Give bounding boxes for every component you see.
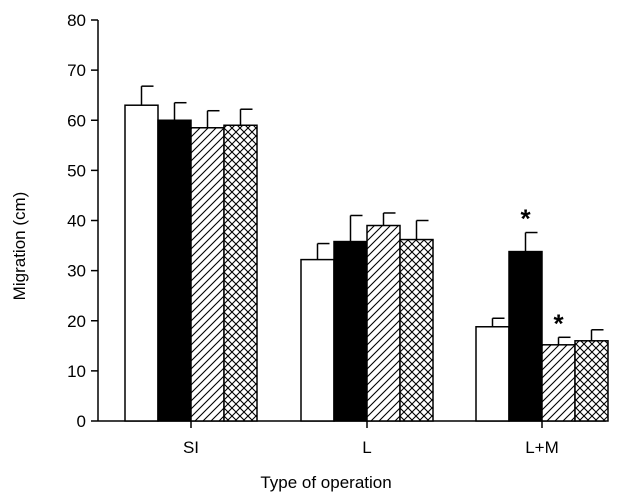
y-tick-label: 60: [67, 111, 86, 130]
bars: [124, 85, 609, 422]
y-axis: 0 10 20 30 40 50 60 70 80: [67, 11, 99, 431]
bar: [541, 344, 576, 422]
bar: [366, 224, 401, 422]
bar: [399, 238, 434, 422]
bar: [574, 340, 609, 422]
bar: [190, 127, 225, 422]
bar: [508, 250, 543, 422]
y-tick-label: 50: [67, 161, 86, 180]
bar: [223, 124, 258, 422]
y-tick-label: 0: [77, 412, 86, 431]
x-category-label: L+M: [525, 438, 559, 457]
bar: [475, 326, 510, 422]
y-tick-label: 80: [67, 11, 86, 30]
x-category-label: L: [362, 438, 371, 457]
y-axis-title: Migration (cm): [10, 192, 29, 301]
significance-markers: **: [520, 204, 564, 339]
x-axis: SI L L+M: [98, 420, 606, 457]
y-tick-label: 30: [67, 262, 86, 281]
x-axis-title: Type of operation: [260, 473, 391, 492]
bar: [124, 104, 159, 422]
x-category-label: SI: [183, 438, 199, 457]
y-tick-label: 40: [67, 212, 86, 231]
significance-asterisk: *: [520, 204, 531, 234]
bar: [157, 119, 192, 422]
y-tick-label: 70: [67, 61, 86, 80]
bar: [300, 258, 335, 422]
y-tick-label: 10: [67, 362, 86, 381]
y-tick-label: 20: [67, 312, 86, 331]
bar: [333, 240, 368, 422]
significance-asterisk: *: [553, 308, 564, 338]
